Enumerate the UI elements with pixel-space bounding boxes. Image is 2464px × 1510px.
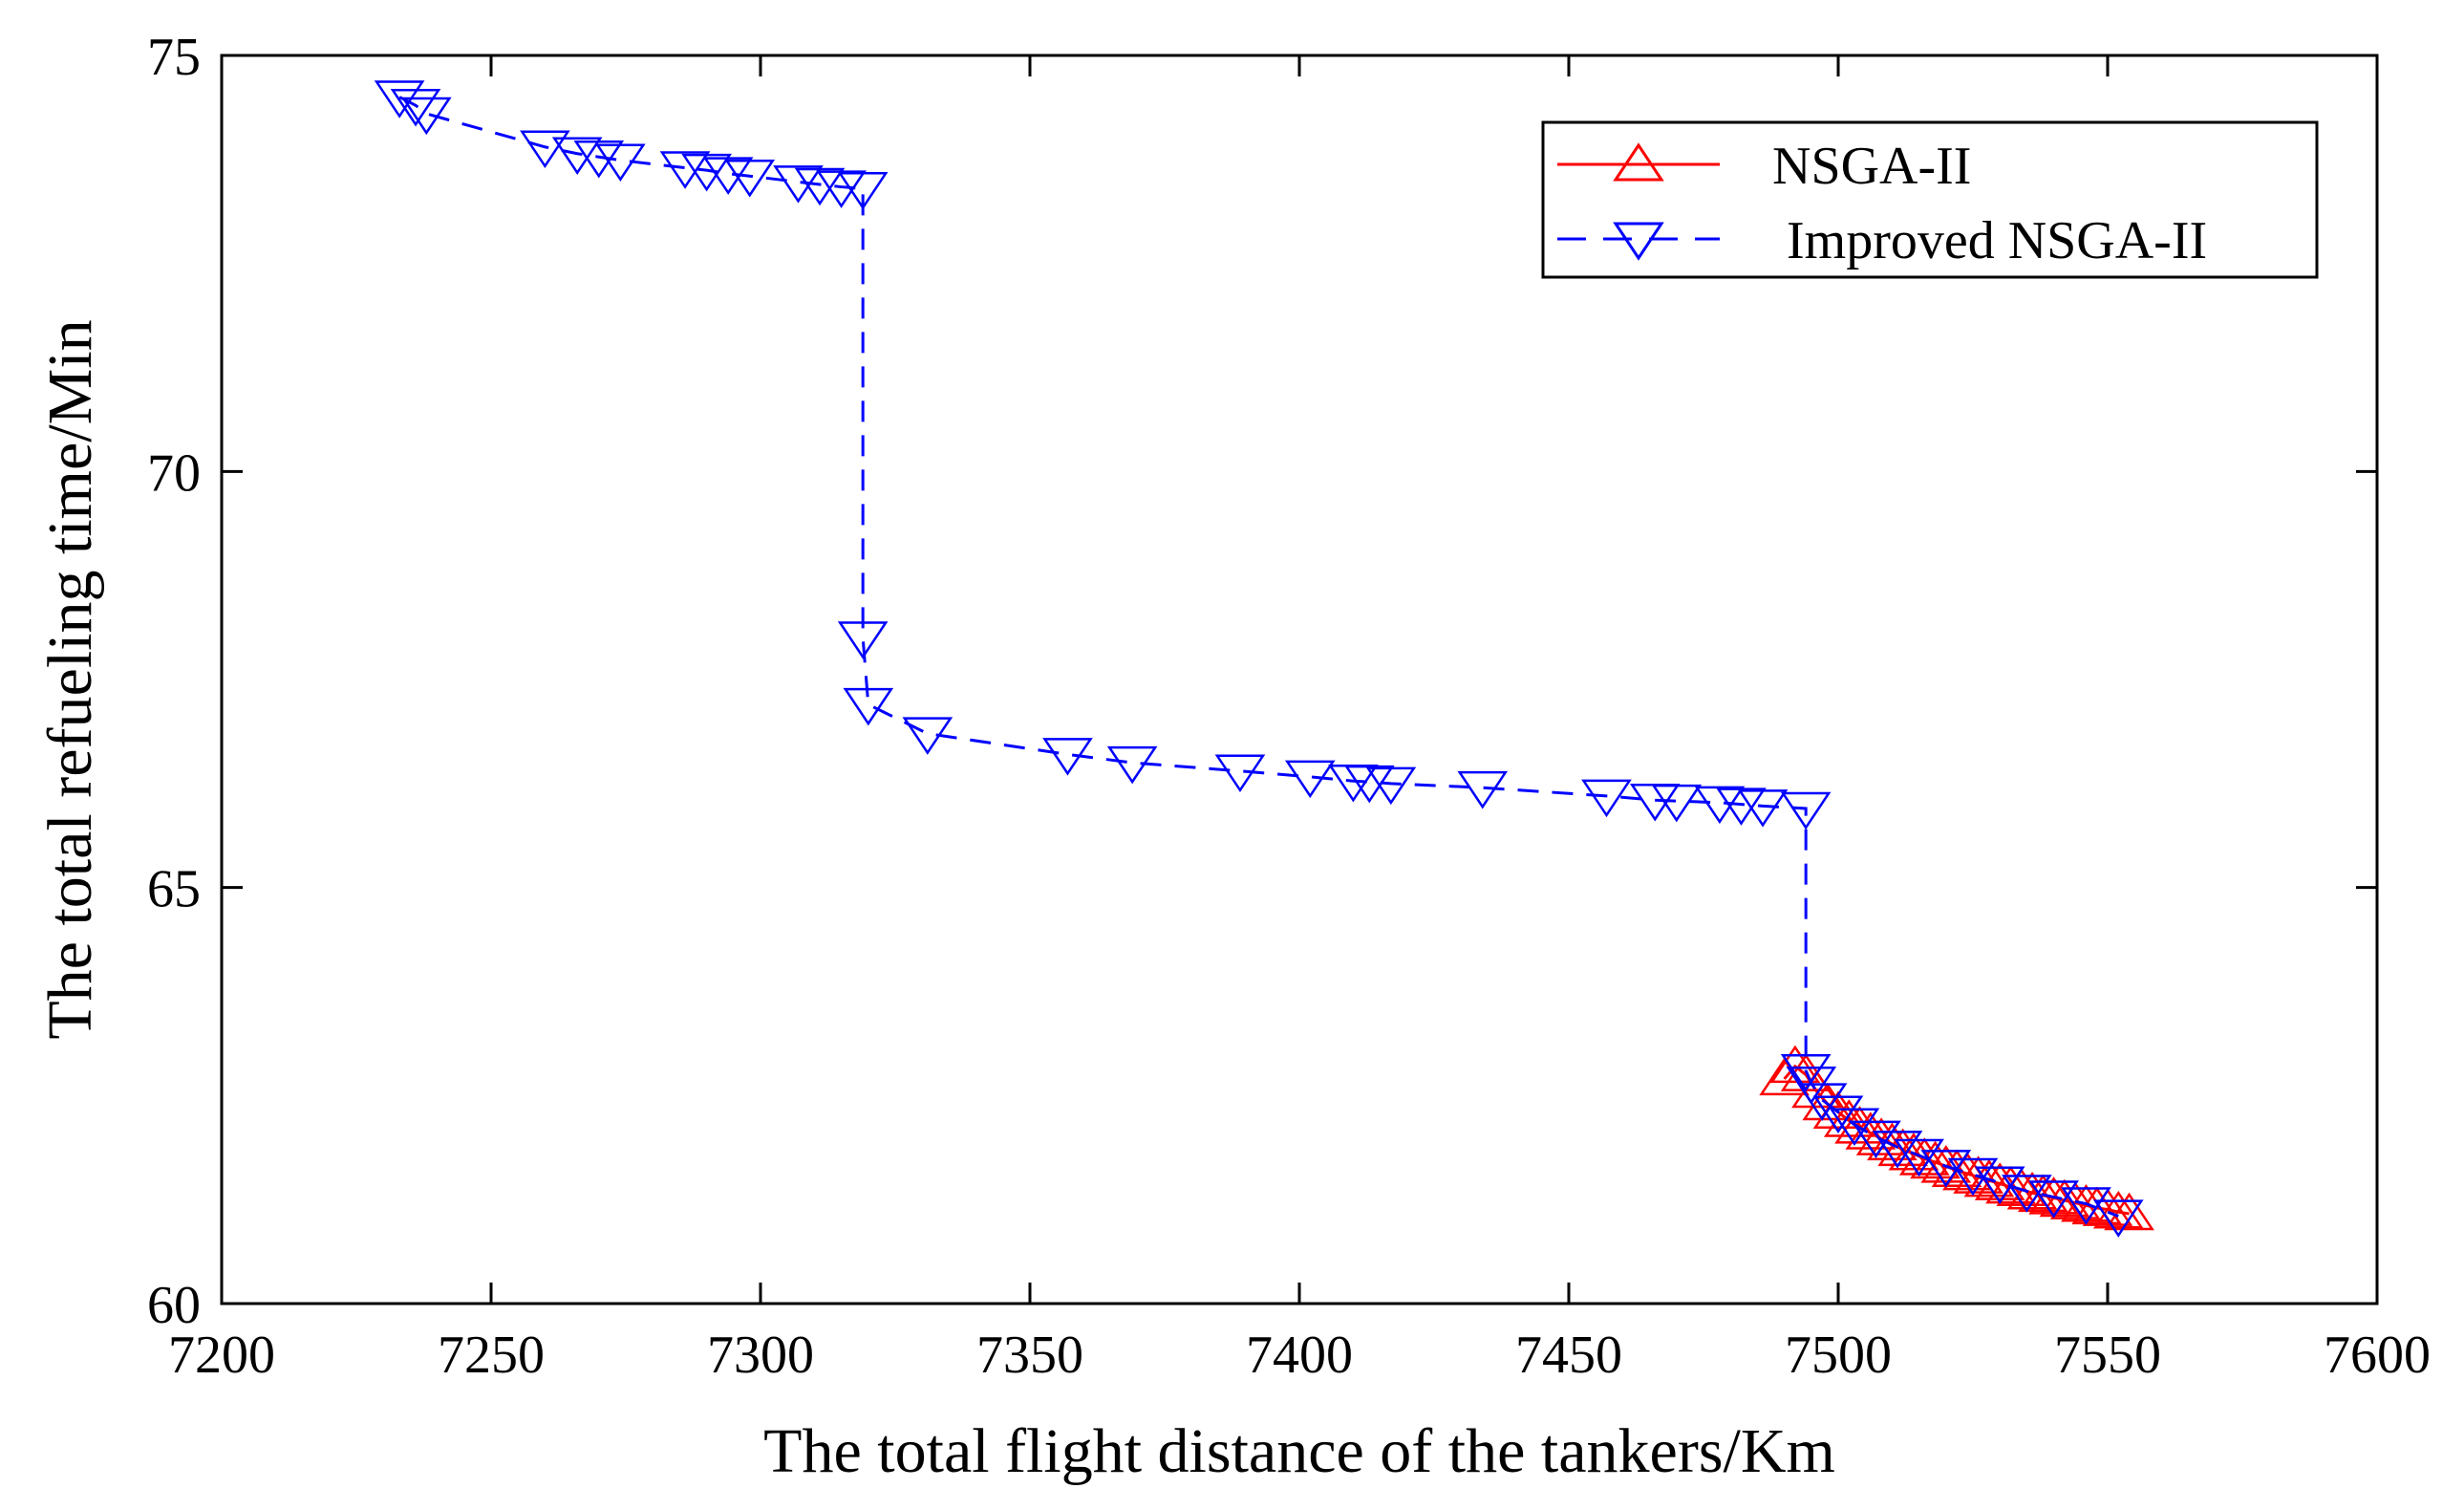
data-point — [1877, 1128, 1929, 1167]
data-point — [1780, 1053, 1832, 1092]
data-point — [1910, 1140, 1960, 1179]
data-point — [2092, 1190, 2144, 1229]
data-point — [573, 140, 625, 179]
series-line — [398, 96, 2119, 1218]
data-point — [902, 717, 953, 755]
data-point — [1769, 1045, 1821, 1084]
x-axis-title: The total flight distance of the tankers… — [763, 1416, 1835, 1486]
data-point — [1042, 738, 1093, 776]
legend-label-nsga-ii: NSGA-II — [1772, 137, 1971, 196]
x-tick-label: 7500 — [1785, 1326, 1892, 1385]
data-point — [1898, 1137, 1950, 1176]
data-point — [724, 159, 776, 198]
series-layer — [374, 80, 2154, 1238]
data-point — [551, 137, 603, 175]
data-point — [1851, 1120, 1901, 1159]
data-point — [1947, 1157, 1999, 1197]
data-point — [2092, 1199, 2144, 1238]
x-tick-label: 7350 — [976, 1326, 1083, 1385]
data-point — [1284, 760, 1336, 799]
data-point — [1931, 1149, 1982, 1187]
data-point — [1834, 1106, 1885, 1144]
y-tick-label: 75 — [147, 28, 201, 87]
data-point — [1974, 1166, 2025, 1205]
data-point — [1365, 766, 1417, 806]
data-point — [1829, 1108, 1880, 1147]
y-tick-label: 70 — [147, 443, 201, 503]
data-point — [1974, 1162, 2025, 1200]
data-point — [1651, 784, 1703, 823]
y-tick-label: 65 — [147, 860, 201, 919]
data-point — [773, 165, 824, 204]
data-point — [1737, 789, 1789, 828]
data-point — [2006, 1171, 2058, 1210]
data-point — [843, 687, 894, 726]
data-point — [1716, 787, 1767, 826]
x-tick-label: 7450 — [1515, 1326, 1622, 1385]
series-improved-nsga-ii — [374, 80, 2144, 1238]
data-point — [837, 621, 889, 659]
y-axis-title: The total refueling time/Min — [35, 319, 105, 1039]
data-point — [1796, 1083, 1848, 1121]
data-point — [1457, 770, 1509, 809]
legend: NSGA-II Improved NSGA-II — [1541, 120, 2319, 279]
x-tick-label: 7550 — [2054, 1326, 2161, 1385]
data-point — [1920, 1150, 1972, 1188]
data-point — [1953, 1155, 2003, 1194]
data-point — [400, 97, 452, 136]
data-point — [1894, 1138, 1944, 1177]
data-point — [1581, 779, 1632, 818]
legend-marker-nsga-ii — [1613, 142, 1664, 182]
data-point — [390, 88, 441, 127]
x-tick-label: 7200 — [168, 1326, 275, 1385]
data-point — [1694, 786, 1746, 825]
data-point — [1985, 1165, 2036, 1204]
data-point — [2104, 1192, 2154, 1231]
data-point — [1214, 754, 1266, 793]
x-tick-label: 7250 — [438, 1326, 545, 1385]
data-point — [1106, 745, 1158, 785]
legend-label-improved-nsga-ii: Improved NSGA-II — [1787, 211, 2207, 270]
y-tick-label: 60 — [147, 1276, 201, 1335]
legend-box — [1541, 120, 2319, 279]
data-point — [681, 153, 732, 192]
x-tick-label: 7300 — [707, 1326, 814, 1385]
legend-marker-improved-nsga-ii — [1613, 222, 1664, 261]
x-tick-label: 7400 — [1246, 1326, 1353, 1385]
data-point — [1855, 1117, 1907, 1155]
data-point — [2017, 1174, 2068, 1213]
data-point — [1802, 1082, 1853, 1121]
ticks-layer: 7200 7250 7300 7350 7400 7450 7500 7550 7600 60 65… — [147, 28, 2431, 1385]
data-point — [702, 157, 754, 195]
data-point — [1963, 1158, 2015, 1197]
data-point — [1920, 1145, 1972, 1183]
data-point — [1780, 791, 1832, 830]
data-point — [837, 172, 889, 210]
data-point — [520, 130, 570, 169]
data-point — [1872, 1131, 1923, 1169]
data-point — [1812, 1095, 1864, 1134]
data-point — [2039, 1178, 2090, 1218]
data-point — [595, 143, 646, 182]
data-point — [1343, 765, 1395, 804]
data-point — [659, 151, 711, 189]
data-point — [816, 170, 867, 208]
data-point — [2028, 1180, 2079, 1219]
x-tick-label: 7600 — [2324, 1326, 2431, 1385]
data-point — [794, 167, 846, 206]
